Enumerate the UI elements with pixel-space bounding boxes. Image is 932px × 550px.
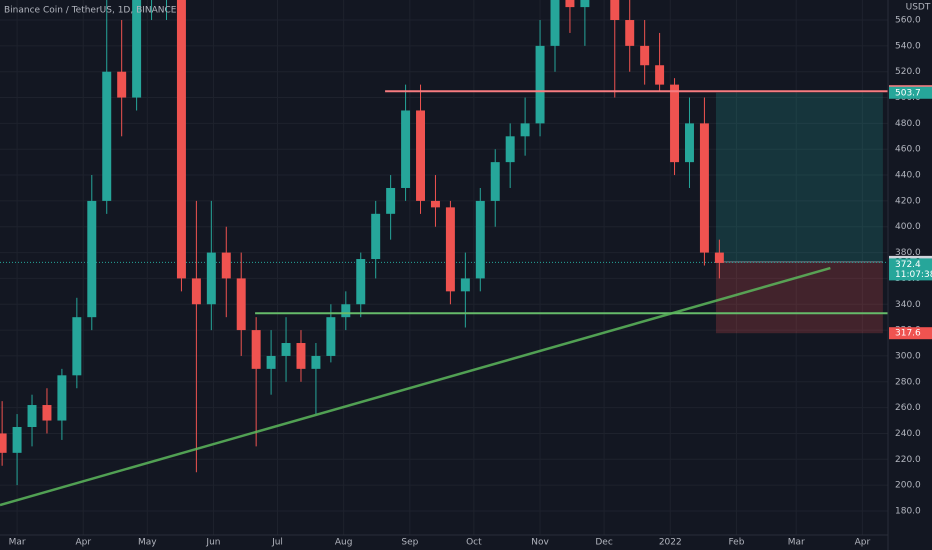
candle-body (714, 252, 724, 263)
x-tick-label: Apr (855, 538, 871, 548)
candle-body (684, 123, 694, 163)
x-tick-label: 2022 (659, 538, 682, 548)
x-tick-label: Feb (728, 538, 744, 548)
target-zone (715, 92, 883, 262)
plot-area (0, 0, 888, 507)
stop-label: 317.6 (895, 329, 921, 339)
candle-body (341, 304, 351, 318)
candle-body (132, 0, 142, 98)
candle-body (102, 71, 112, 201)
candle-body (386, 187, 396, 214)
axes: 180.0200.0220.0240.0260.0280.0300.0320.0… (9, 16, 932, 548)
grid (0, 0, 888, 535)
candle-body (565, 0, 575, 8)
y-tick-label: 420.0 (895, 196, 921, 206)
last-price-label: 372.4 (895, 260, 921, 270)
candle-body (670, 84, 680, 163)
target-label: 503.7 (895, 88, 921, 98)
y-tick-label: 460.0 (895, 145, 921, 155)
candle-body (445, 207, 455, 292)
candle-body (117, 71, 127, 98)
x-tick-label: Jul (271, 538, 283, 548)
y-tick-label: 400.0 (895, 222, 921, 232)
candle-body (699, 123, 709, 253)
y-tick-label: 340.0 (895, 300, 921, 310)
y-tick-label: 380.0 (895, 248, 921, 258)
stop-zone (715, 261, 883, 334)
y-tick-label: 480.0 (895, 119, 921, 129)
candle-body (87, 200, 97, 318)
candle-body (490, 162, 500, 201)
candle-body (520, 123, 530, 137)
y-tick-label: 260.0 (895, 403, 921, 413)
x-tick-label: Nov (531, 538, 549, 548)
trend-line (0, 266, 831, 507)
x-tick-label: Aug (335, 538, 353, 548)
y-tick-label: 200.0 (895, 481, 921, 491)
x-tick-label: Sep (401, 538, 418, 548)
candle-body (0, 433, 7, 453)
candle-body (356, 259, 366, 305)
chart-title: Binance Coin / TetherUS, 1D, BINANCE (4, 6, 177, 16)
candle-body (251, 330, 261, 369)
candle-body (311, 355, 321, 369)
candle-body (371, 213, 381, 260)
candle-body (655, 65, 665, 85)
x-tick-label: Oct (466, 538, 482, 548)
candle-body (57, 375, 67, 421)
x-tick-label: Dec (595, 538, 612, 548)
candle-body (505, 136, 515, 163)
stop-label-box (889, 327, 932, 340)
y-tick-label: 300.0 (895, 351, 921, 361)
y-tick-label: 440.0 (895, 171, 921, 181)
y-tick-label: 180.0 (895, 506, 921, 516)
candle-body (236, 278, 246, 331)
candle-body (625, 20, 635, 46)
x-tick-label: Jun (205, 538, 220, 548)
candle-body (475, 200, 485, 279)
candle-body (460, 278, 470, 292)
candle-body (281, 343, 291, 356)
y-tick-label: 240.0 (895, 429, 921, 439)
candle-body (580, 0, 590, 8)
last-price-box (889, 258, 932, 281)
candle-body (416, 110, 426, 201)
candle-body (176, 0, 186, 279)
x-tick-label: May (138, 538, 157, 548)
candle-body (640, 45, 650, 66)
candle-body (266, 355, 276, 369)
x-tick-label: Mar (788, 538, 805, 548)
x-tick-label: Apr (75, 538, 91, 548)
candle-body (206, 252, 216, 305)
candle-body (610, 0, 620, 21)
y-tick-label: 540.0 (895, 41, 921, 51)
target-label-box (889, 86, 932, 99)
candle-body (535, 45, 545, 124)
y-tick-label: 220.0 (895, 455, 921, 465)
y-tick-label: 280.0 (895, 377, 921, 387)
candle-body (72, 317, 82, 376)
countdown: 11:07:38 (895, 270, 932, 280)
candle-body (326, 317, 336, 356)
candle-body (12, 426, 22, 453)
candle-body (296, 343, 306, 369)
candle-body (401, 110, 411, 188)
currency-label: USDT (906, 3, 931, 13)
candle-body (42, 405, 52, 421)
candle-body (430, 200, 440, 208)
y-tick-label: 560.0 (895, 16, 921, 26)
candle-body (550, 0, 560, 46)
candle-body (191, 278, 201, 305)
candle-body (27, 405, 37, 427)
x-tick-label: Mar (9, 538, 26, 548)
candle-body (221, 252, 231, 279)
y-tick-label: 520.0 (895, 67, 921, 77)
